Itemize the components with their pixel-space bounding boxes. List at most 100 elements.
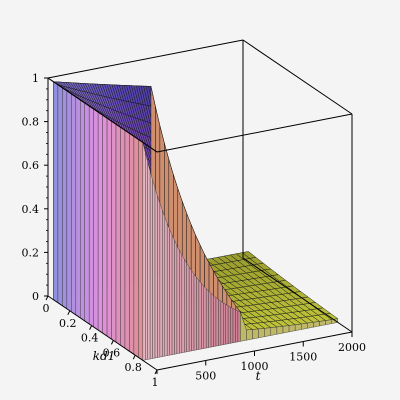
surface-wall-front: [162, 210, 165, 357]
surface-wall-front: [186, 262, 190, 353]
surface-wall-front: [215, 297, 219, 347]
surface-wall-front: [179, 250, 183, 354]
kd1-tick-label: 0.6: [103, 346, 121, 359]
surface-wall-front: [246, 329, 253, 341]
surface-wall-left: [89, 105, 94, 328]
kd1-tick-label: 0.4: [81, 332, 99, 345]
surface-wall-left: [75, 96, 81, 319]
kd1-tick-mark: [110, 340, 114, 345]
box-edge: [47, 295, 158, 371]
surface-wall-left: [57, 84, 63, 307]
surface-wall-front: [184, 258, 187, 353]
t-tick-label: 2000: [338, 341, 366, 354]
surface-wall-front: [325, 319, 332, 325]
surface-wall-front: [232, 308, 236, 344]
surface-wall-front: [225, 304, 229, 345]
t-tick-label: 500: [195, 370, 216, 383]
surface-wall-front: [201, 282, 204, 350]
surface-wall-front: [307, 322, 314, 329]
box-edge: [47, 39, 244, 79]
surface-wall-front: [152, 179, 156, 359]
kd1-tick-label: 0.8: [124, 361, 142, 374]
surface-wall-front: [313, 321, 320, 328]
surface-wall-front: [198, 279, 202, 350]
surface-wall-left: [71, 93, 76, 316]
surface-wall-front: [142, 142, 146, 361]
surface-wall-front: [191, 270, 195, 352]
kd1-tick-label: 0: [43, 302, 50, 315]
surface-wall-front: [252, 328, 259, 340]
surface-wall-left: [102, 114, 108, 337]
surface-wall-front: [157, 195, 161, 358]
surface-wall-front: [276, 326, 284, 335]
surface-wall-left: [106, 117, 112, 340]
box-edge: [242, 39, 353, 115]
surface-wall-front: [288, 324, 296, 333]
surface-wall-left: [66, 90, 72, 313]
surface-wall-front: [176, 245, 180, 354]
kd1-tick-mark: [89, 325, 93, 330]
surface-wall-front: [230, 306, 234, 344]
surface-wall-front: [206, 288, 209, 349]
kd1-axis-title: kd1: [93, 349, 116, 363]
z-tick-label: 0: [32, 290, 39, 303]
surface-wall-front: [203, 285, 207, 349]
surface-wall-left: [124, 129, 130, 352]
box-edge: [156, 113, 353, 153]
surface-wall-front: [147, 162, 151, 360]
t-tick-label: 1500: [289, 351, 317, 364]
surface-wall-left: [138, 138, 144, 361]
z-tick-label: 0.4: [22, 203, 40, 216]
surface-wall-left: [97, 111, 103, 334]
surface-wall-front: [196, 276, 200, 351]
surface-wall-front: [294, 323, 302, 331]
surface-wall-front: [220, 300, 224, 346]
surface-wall-front: [270, 326, 278, 336]
surface-wall-front: [213, 295, 217, 347]
axis-titles: t kd1: [93, 349, 261, 383]
surface-wall-front: [169, 229, 173, 356]
surface-wall-front: [181, 254, 185, 354]
surface-wall-front: [171, 234, 175, 355]
surface-wall-front: [188, 266, 192, 352]
surface-wall-left: [129, 132, 135, 355]
surface-wall-front: [218, 299, 222, 346]
surface-wall-front: [164, 217, 168, 357]
surface-wall-front: [167, 223, 170, 356]
surface-wall-front: [223, 302, 226, 345]
surface-wall-front: [149, 171, 153, 360]
kd1-tick-mark: [67, 310, 71, 316]
surface-wall-front: [235, 309, 239, 343]
surface-wall-left: [93, 108, 99, 331]
surface-wall-front: [145, 152, 148, 361]
surface-wall-left: [62, 87, 68, 310]
surface-wall-front: [159, 203, 163, 358]
kd1-tick-mark: [45, 295, 49, 301]
surface-wall-front: [258, 328, 265, 339]
surface-wall-left: [111, 120, 117, 343]
surface-wall-left: [80, 99, 85, 322]
z-tick-label: 0.8: [22, 116, 40, 129]
kd1-tick-label: 1: [152, 376, 159, 389]
surface-wall-front: [193, 273, 197, 351]
surface-wall-front: [174, 240, 178, 355]
surface-wall-front: [319, 320, 326, 327]
surface-wall-left: [84, 102, 90, 325]
surface-wall-front: [282, 325, 290, 334]
z-tick-label: 1: [32, 72, 39, 85]
surface-wall-left: [53, 81, 59, 304]
surface-wall-front: [264, 327, 271, 337]
t-tick-label: 1000: [241, 360, 269, 373]
surface-wall-left: [133, 135, 139, 358]
surface-layer: [52, 81, 339, 361]
surface-wall-front: [208, 290, 212, 348]
surface-wall-front: [210, 292, 214, 348]
t-axis-title: t: [256, 369, 261, 383]
z-tick-label: 0.2: [22, 246, 40, 259]
z-tick-label: 0.6: [22, 159, 40, 172]
surface-wall-front: [331, 318, 339, 324]
surface-wall-front: [227, 305, 231, 344]
